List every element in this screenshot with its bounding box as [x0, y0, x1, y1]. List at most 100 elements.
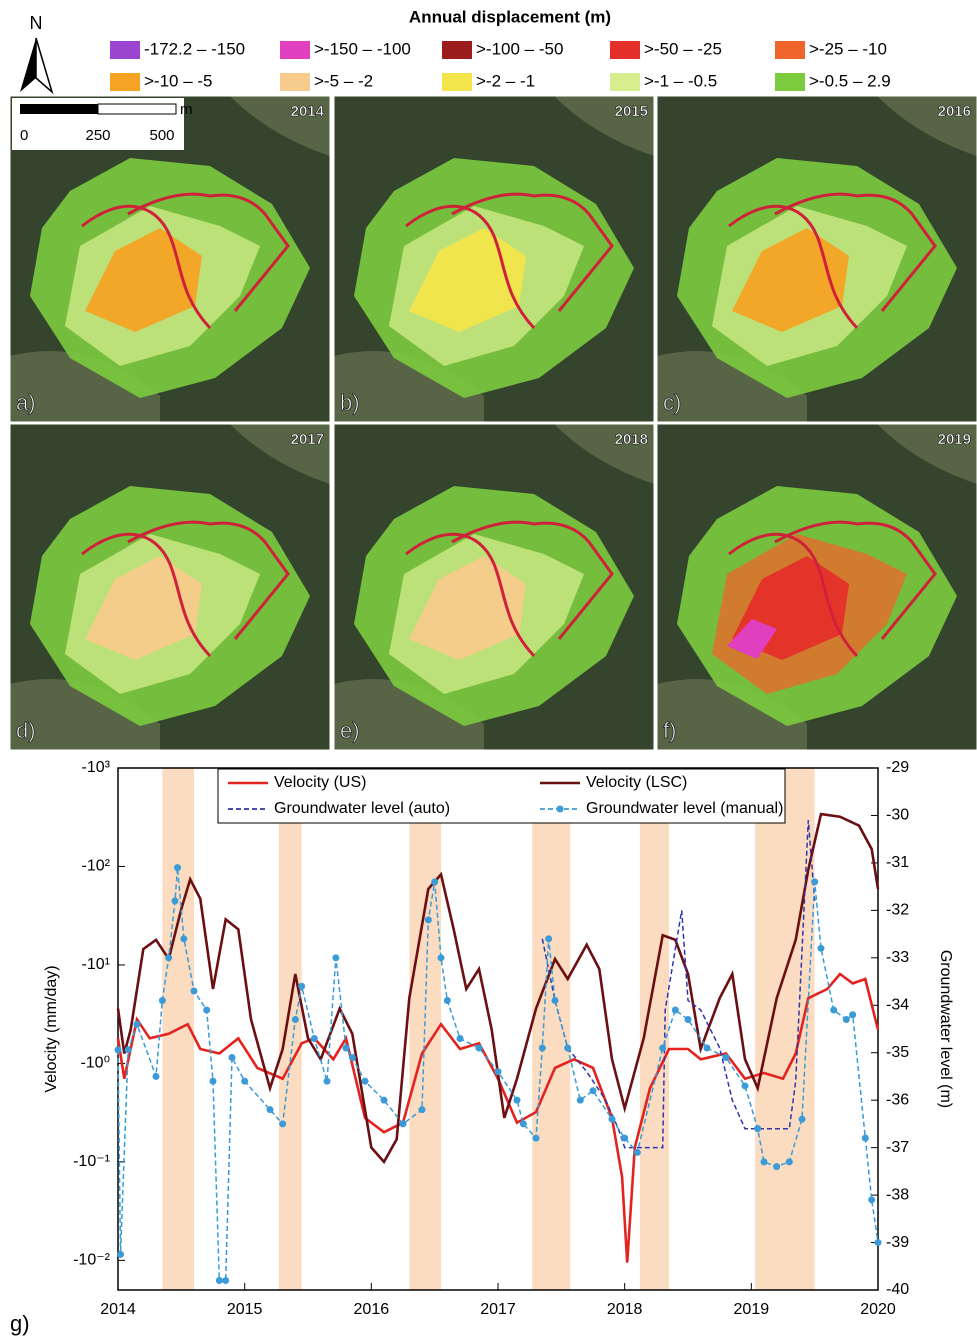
series-marker: [538, 1044, 546, 1052]
displacement-core: [85, 556, 202, 660]
series-marker: [798, 1115, 806, 1123]
legend-box: [217, 768, 786, 824]
series-marker: [532, 1134, 540, 1142]
scale-unit: m: [180, 101, 193, 118]
legend-swatch: [775, 41, 805, 59]
map-clearing: [657, 96, 977, 422]
road: [127, 520, 290, 640]
series-marker: [332, 954, 340, 962]
y2-axis-label: Groundwater level (m): [937, 950, 954, 1108]
legend-label: >-2 – -1: [476, 71, 535, 90]
panel-frame: [333, 423, 655, 751]
map-panel: 2016 c): [656, 95, 977, 423]
series-marker: [133, 1020, 141, 1028]
series-marker: [418, 1106, 426, 1114]
y2-tick-label: -33: [886, 949, 909, 966]
y-tick-label: -10⁻¹: [73, 1153, 110, 1170]
legend-label: -172.2 – -150: [144, 39, 245, 58]
series-line: [116, 812, 880, 1165]
series-marker: [671, 1006, 679, 1014]
series-marker: [437, 954, 445, 962]
y-tick-label: -10⁻²: [73, 1252, 111, 1269]
series-marker: [291, 1016, 299, 1024]
legend-label: Velocity (US): [274, 774, 366, 791]
series-marker: [659, 1044, 667, 1052]
series-marker: [684, 1016, 692, 1024]
series-marker: [589, 1087, 597, 1095]
panel-frame: [656, 423, 977, 751]
map-panel: 2017 d): [9, 423, 331, 751]
series-marker: [576, 1096, 584, 1104]
series-marker: [174, 864, 182, 872]
series-marker: [760, 1158, 768, 1166]
series-marker: [348, 1053, 356, 1061]
series-marker: [380, 1096, 388, 1104]
panel-letter: b): [340, 390, 360, 415]
series-marker: [773, 1163, 781, 1171]
series-marker: [849, 1011, 857, 1019]
x-tick-label: 2020: [860, 1301, 896, 1318]
panel-frame: [9, 423, 331, 751]
legend-label: Velocity (LSC): [586, 774, 687, 791]
x-tick-label: 2014: [100, 1301, 136, 1318]
panel-year: 2014: [291, 103, 325, 120]
x-tick-label: 2018: [607, 1301, 643, 1318]
legend-swatch: [775, 73, 805, 91]
scale-bar-white: [97, 103, 177, 115]
road: [728, 204, 859, 330]
legend-title: Annual displacement (m): [409, 7, 611, 26]
y-tick-label: -10³: [82, 759, 111, 776]
series-marker: [431, 878, 439, 886]
series-marker: [564, 1044, 572, 1052]
series-marker: [399, 1120, 407, 1128]
series-marker: [298, 982, 306, 990]
shaded-period: [278, 768, 302, 1290]
scale-label: 250: [85, 127, 110, 144]
y2-tick-label: -31: [886, 854, 909, 871]
legend-marker: [556, 805, 564, 813]
map-panel: 2015 b): [333, 95, 655, 423]
series-marker: [608, 1115, 616, 1123]
series-marker: [190, 987, 198, 995]
north-label: N: [30, 13, 43, 33]
y2-tick-label: -40: [886, 1281, 909, 1298]
displacement-core: [732, 228, 849, 332]
series-marker: [117, 1250, 125, 1258]
legend-label: >-25 – -10: [809, 39, 887, 58]
series-marker: [266, 1106, 274, 1114]
series-marker: [545, 935, 553, 943]
map-clearing: [334, 424, 654, 750]
series-marker: [209, 1077, 217, 1085]
y2-tick-label: -39: [886, 1234, 909, 1251]
displacement-core: [409, 556, 526, 660]
legend-swatch: [442, 73, 472, 91]
series-marker: [279, 1120, 287, 1128]
x-tick-label: 2017: [480, 1301, 516, 1318]
road: [774, 192, 937, 312]
panel-year: 2019: [938, 431, 971, 448]
shaded-period: [409, 768, 441, 1290]
legend-swatch: [280, 41, 310, 59]
legend-label: >-0.5 – 2.9: [809, 71, 891, 90]
series-marker: [152, 1072, 160, 1080]
series-marker: [633, 1148, 641, 1156]
road: [451, 520, 614, 640]
series-marker: [621, 1134, 629, 1142]
y-tick-label: -10²: [82, 858, 111, 875]
legend-label: >-150 – -100: [314, 39, 411, 58]
y2-tick-label: -35: [886, 1044, 909, 1061]
north-arrow-left: [20, 38, 36, 92]
map-clearing: [334, 96, 654, 422]
shaded-period: [532, 768, 571, 1290]
series-marker: [241, 1077, 249, 1085]
legend-label: >-100 – -50: [476, 39, 563, 58]
y2-tick-label: -32: [886, 902, 909, 919]
series-marker: [361, 1077, 369, 1085]
panel-frame: [9, 95, 331, 423]
series-marker: [741, 1082, 749, 1090]
series-marker: [722, 1053, 730, 1061]
panel-year: 2018: [615, 431, 648, 448]
legend-swatch: [110, 41, 140, 59]
legend-label: >-50 – -25: [644, 39, 722, 58]
series-marker: [551, 997, 559, 1005]
